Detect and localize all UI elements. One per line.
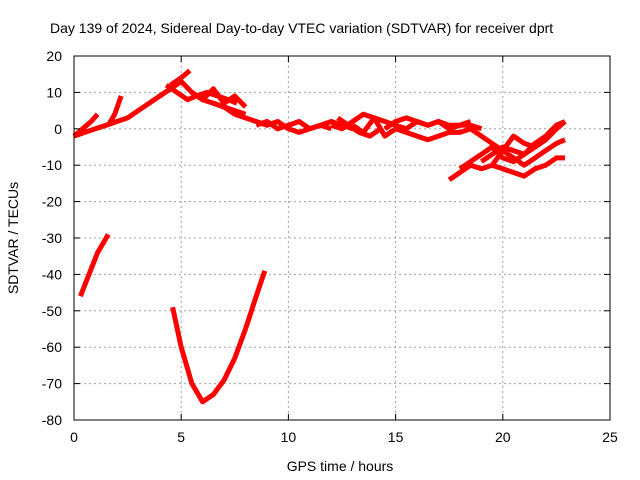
series-line-arc-2 bbox=[72, 112, 100, 139]
series-line-arc-12 bbox=[383, 115, 483, 132]
series-line-arc-18 bbox=[78, 233, 111, 298]
series-line-arc-1 bbox=[73, 79, 247, 139]
y-tick-label: -80 bbox=[42, 412, 62, 428]
x-axis-ticks: 0 5 10 15 20 25 bbox=[70, 56, 618, 445]
y-tick-label: 20 bbox=[46, 48, 62, 64]
series-line-arc-19 bbox=[170, 269, 268, 405]
data-series bbox=[72, 68, 567, 405]
y-tick-label: 0 bbox=[54, 121, 62, 137]
y-tick-label: -30 bbox=[42, 230, 62, 246]
series-line-arc-14 bbox=[447, 155, 565, 182]
y-tick-label: -10 bbox=[42, 157, 62, 173]
series-line-arc-16 bbox=[479, 119, 566, 164]
y-tick-label: -20 bbox=[42, 194, 62, 210]
x-tick-label: 0 bbox=[70, 429, 78, 445]
x-tick-label: 15 bbox=[388, 429, 404, 445]
series-line-arc-17 bbox=[490, 119, 567, 167]
y-tick-label: -50 bbox=[42, 303, 62, 319]
grid-lines bbox=[74, 56, 610, 420]
series-line-arc-5 bbox=[169, 68, 192, 88]
y-tick-label: 10 bbox=[46, 84, 62, 100]
x-axis-label: GPS time / hours bbox=[287, 458, 394, 474]
y-tick-label: -60 bbox=[42, 339, 62, 355]
series-line-arc-9 bbox=[330, 111, 472, 132]
y-tick-label: -70 bbox=[42, 376, 62, 392]
x-tick-label: 10 bbox=[281, 429, 297, 445]
x-tick-label: 20 bbox=[495, 429, 511, 445]
x-tick-label: 5 bbox=[177, 429, 185, 445]
y-axis-label: SDTVAR / TECUs bbox=[5, 182, 21, 294]
series-line-arc-6 bbox=[190, 86, 248, 109]
y-axis-ticks: -80 -70 -60 -50 -40 -30 -20 -10 0 10 20 bbox=[42, 48, 610, 428]
chart-title: Day 139 of 2024, Sidereal Day-to-day VTE… bbox=[50, 20, 553, 36]
series-line-arc-13 bbox=[394, 126, 566, 168]
y-tick-label: -40 bbox=[42, 266, 62, 282]
series-line-arc-3 bbox=[106, 95, 124, 127]
series-line-arc-8 bbox=[255, 119, 354, 132]
series-line-arc-11 bbox=[351, 115, 398, 139]
x-tick-label: 25 bbox=[602, 429, 618, 445]
